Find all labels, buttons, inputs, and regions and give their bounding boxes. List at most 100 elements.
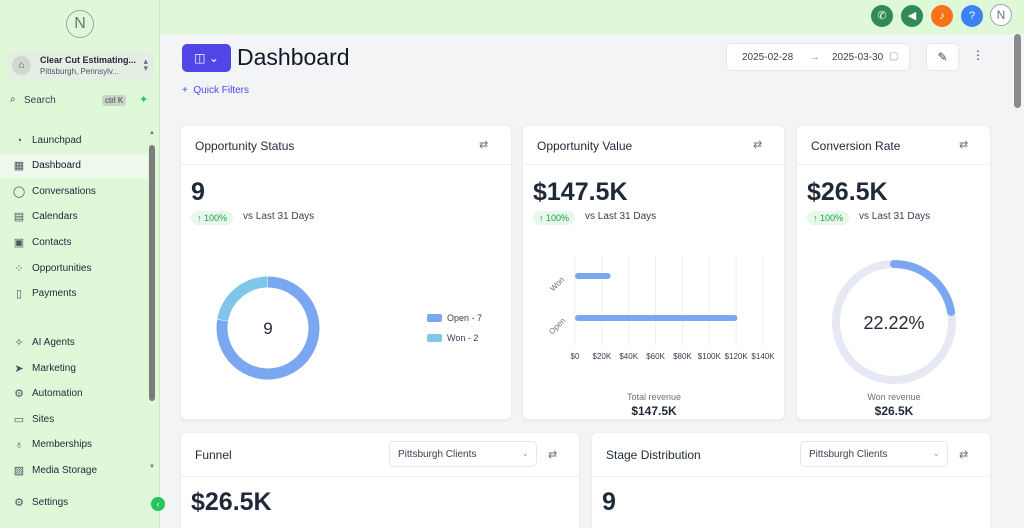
sidebar-item-opportunities[interactable]: ⁘ Opportunities xyxy=(0,257,148,281)
bolt-icon[interactable]: ✦ xyxy=(139,94,149,106)
sidebar-item-automation[interactable]: ⚙ Automation xyxy=(0,382,148,406)
sidebar-item-calendars[interactable]: ▤ Calendars xyxy=(0,205,148,229)
stage-distribution-card: Stage Distribution Pittsburgh Clients ⌄ … xyxy=(591,432,991,528)
gear-icon: ⚙ xyxy=(14,497,24,509)
comparison-label: vs Last 31 Days xyxy=(585,211,657,222)
card-header: Opportunity Value ⇄ xyxy=(523,126,784,165)
date-to[interactable]: 2025-03-30 xyxy=(832,52,884,63)
legend-label: Won - 2 xyxy=(447,333,478,343)
sidebar-item-label: Launchpad xyxy=(32,135,82,146)
opportunity-status-donut: 9 Open - 7 Won - 2 xyxy=(216,276,482,380)
chevron-updown-icon: ▴ ▾ xyxy=(143,56,148,73)
legend-swatch xyxy=(427,314,442,322)
sidebar-scroll-thumb[interactable] xyxy=(149,145,155,401)
settings-icon[interactable]: ⇄ xyxy=(479,139,489,151)
send-icon: ➤ xyxy=(14,363,24,375)
card-header: Funnel Pittsburgh Clients ⌄ ⇄ xyxy=(181,433,579,477)
pipeline-select-value: Pittsburgh Clients xyxy=(809,449,888,460)
chevron-down-icon: ⌄ xyxy=(208,51,219,65)
sites-icon: ▭ xyxy=(13,414,25,426)
sidebar: N ⌂ Clear Cut Estimating... Pittsburgh, … xyxy=(0,0,165,528)
won-revenue-label: Won revenue xyxy=(867,392,920,402)
settings-icon[interactable]: ⇄ xyxy=(959,139,969,151)
search-icon: ⌕ xyxy=(10,94,16,105)
profile-avatar[interactable]: N xyxy=(990,4,1012,26)
change-badge: ↑ 100% xyxy=(533,211,576,225)
x-tick-label: $100K xyxy=(698,352,722,361)
sidebar-item-launchpad[interactable]: ◔ Launchpad xyxy=(0,129,148,153)
question-icon: ? xyxy=(968,10,976,22)
sidebar-item-memberships[interactable]: ♁ Memberships xyxy=(0,433,148,457)
phone-button[interactable]: ✆ xyxy=(871,5,893,27)
gauge-label: 22.22% xyxy=(863,313,924,333)
account-location: Pittsburgh, Pennsylv... xyxy=(40,67,119,76)
media-icon: ▨ xyxy=(13,465,25,477)
sidebar-item-label: Calendars xyxy=(32,211,78,222)
notifications-button[interactable]: ♪ xyxy=(931,5,953,27)
sidebar-item-sites[interactable]: ▭ Sites xyxy=(0,408,148,432)
sidebar-item-settings[interactable]: ⚙ Settings xyxy=(0,491,148,515)
collapse-sidebar-button[interactable]: ‹ xyxy=(151,497,165,511)
calendar-icon: ▢ xyxy=(889,51,899,62)
app-logo[interactable]: N xyxy=(66,10,94,38)
sidebar-item-label: Sites xyxy=(32,414,55,425)
sidebar-item-contacts[interactable]: ▣ Contacts xyxy=(0,231,148,255)
x-tick-label: $80K xyxy=(673,352,692,361)
sidebar-scrollbar[interactable]: ▲ ▼ xyxy=(148,130,156,476)
sidebar-item-label: Conversations xyxy=(32,186,96,197)
announcements-button[interactable]: ◀ xyxy=(901,5,923,27)
main-scrollbar[interactable] xyxy=(1013,34,1022,528)
scroll-down-icon[interactable]: ▼ xyxy=(149,464,155,470)
settings-icon[interactable]: ⇄ xyxy=(548,449,558,461)
dashboard-switcher-button[interactable]: ◫ ⌄ xyxy=(182,44,231,72)
pipeline-select[interactable]: Pittsburgh Clients ⌄ xyxy=(800,441,948,467)
arrow-right-icon: → xyxy=(809,51,820,63)
sidebar-item-media-storage[interactable]: ▨ Media Storage xyxy=(0,459,148,483)
help-button[interactable]: ? xyxy=(961,5,983,27)
legend-label: Open - 7 xyxy=(447,313,482,323)
main-content: ◫ ⌄ Dashboard + Quick Filters 2025-02-28… xyxy=(160,34,1012,528)
opportunity-count: 9 xyxy=(191,178,205,206)
legend-swatch xyxy=(427,334,442,342)
contacts-icon: ▣ xyxy=(13,237,25,249)
donut-slice xyxy=(216,276,320,380)
bell-icon: ♪ xyxy=(939,10,945,22)
sidebar-item-label: Media Storage xyxy=(32,465,98,476)
sidebar-item-dashboard[interactable]: ▦ Dashboard xyxy=(0,154,148,178)
sidebar-item-ai-agents[interactable]: ✧ AI Agents xyxy=(0,331,148,355)
more-options-icon[interactable]: ⋮ xyxy=(972,48,984,62)
card-title: Conversion Rate xyxy=(811,139,901,153)
search-trigger[interactable]: ⌕ Search ctrl K ✦ xyxy=(10,94,152,108)
quick-filters-button[interactable]: + Quick Filters xyxy=(182,85,249,96)
layout-icon: ◫ xyxy=(194,51,206,65)
settings-icon[interactable]: ⇄ xyxy=(753,139,763,151)
funnel-card: Funnel Pittsburgh Clients ⌄ ⇄ $26.5K xyxy=(180,432,580,528)
account-switcher[interactable]: ⌂ Clear Cut Estimating... Pittsburgh, Pe… xyxy=(7,51,154,80)
sidebar-item-marketing[interactable]: ➤ Marketing xyxy=(0,357,148,381)
main-scroll-thumb[interactable] xyxy=(1014,34,1021,108)
x-tick-label: $120K xyxy=(725,352,749,361)
top-bar: ✆ ◀ ♪ ? N xyxy=(160,0,1024,34)
date-from[interactable]: 2025-02-28 xyxy=(742,52,794,63)
account-name: Clear Cut Estimating... xyxy=(40,55,137,65)
sidebar-item-payments[interactable]: ▯ Payments xyxy=(0,282,148,306)
megaphone-icon: ◀ xyxy=(907,10,917,22)
search-label: Search xyxy=(24,95,56,106)
sidebar-item-label: Opportunities xyxy=(32,263,92,274)
settings-icon[interactable]: ⇄ xyxy=(959,449,969,461)
pipeline-select[interactable]: Pittsburgh Clients ⌄ xyxy=(389,441,537,467)
scroll-up-icon[interactable]: ▲ xyxy=(149,130,155,136)
quick-filters-label: Quick Filters xyxy=(193,85,249,96)
search-shortcut: ctrl K xyxy=(102,95,127,106)
edit-dashboard-button[interactable]: ✎ xyxy=(926,43,959,71)
sidebar-item-label: Contacts xyxy=(32,237,72,248)
won-revenue-value: $26.5K xyxy=(875,404,914,418)
stage-count: 9 xyxy=(602,488,616,516)
date-range-picker[interactable]: 2025-02-28 → 2025-03-30 ▢ xyxy=(726,43,910,71)
bar xyxy=(575,315,738,321)
opportunity-value-card: Opportunity Value ⇄ $147.5K ↑ 100% vs La… xyxy=(522,125,785,420)
sidebar-item-label: AI Agents xyxy=(32,337,75,348)
sidebar-item-conversations[interactable]: ◯ Conversations xyxy=(0,180,148,204)
plus-icon: + xyxy=(182,85,188,96)
card-title: Opportunity Value xyxy=(537,139,633,153)
